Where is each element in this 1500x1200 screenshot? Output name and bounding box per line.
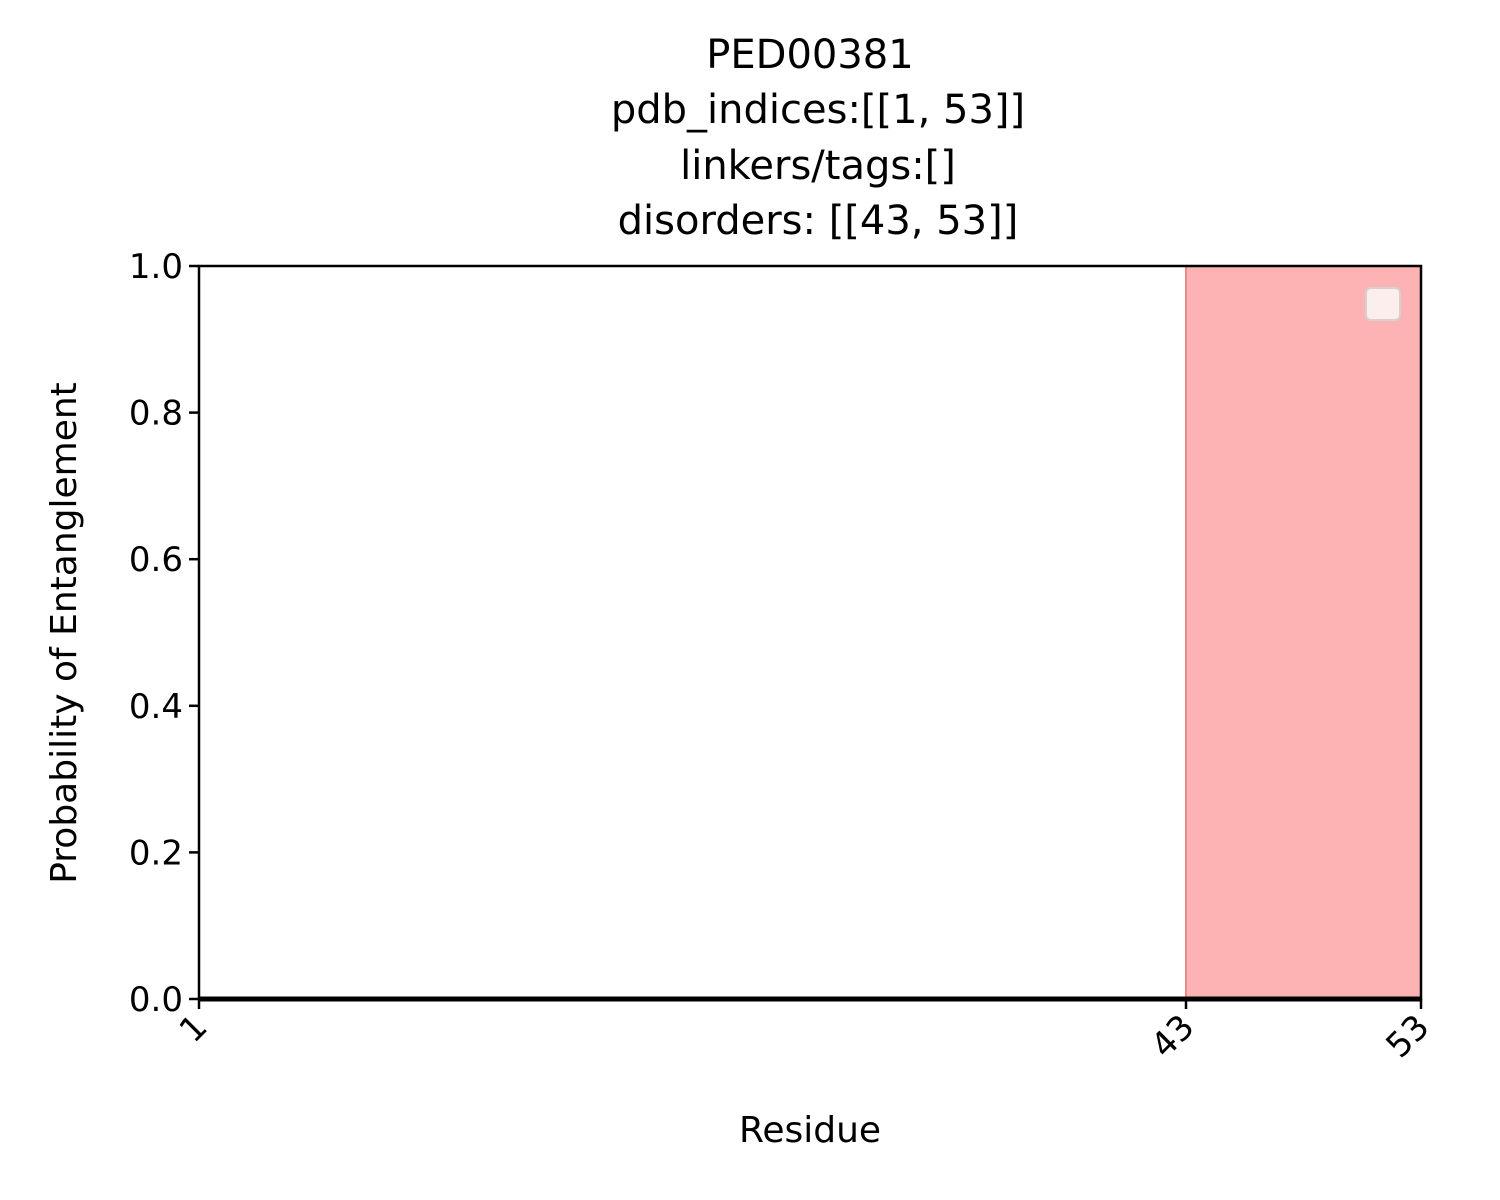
plot-frame bbox=[197, 264, 1423, 1001]
y-tick-label-0: 0.0 bbox=[129, 980, 183, 1020]
disorder-region-0 bbox=[1186, 266, 1421, 999]
y-tick-label-1: 0.2 bbox=[129, 833, 183, 873]
legend-box bbox=[1365, 287, 1401, 321]
y-tick-label-5: 1.0 bbox=[129, 247, 183, 287]
title-line-1: PED00381 bbox=[706, 32, 914, 78]
x-tick-label-1: 43 bbox=[1143, 1007, 1202, 1066]
title-line-3: linkers/tags:[] bbox=[680, 143, 956, 189]
y-tick-label-2: 0.4 bbox=[129, 687, 183, 727]
x-axis-label: Residue bbox=[739, 1110, 881, 1151]
y-tick-label-3: 0.6 bbox=[129, 540, 183, 580]
title-line-2: pdb_indices:[[1, 53]] bbox=[610, 87, 1026, 133]
title-line-4: disorders: [[43, 53]] bbox=[617, 198, 1019, 244]
x-tick-label-2: 53 bbox=[1378, 1007, 1437, 1066]
y-tick-label-4: 0.8 bbox=[129, 394, 183, 434]
y-axis-label: Probability of Entanglement bbox=[44, 382, 85, 884]
